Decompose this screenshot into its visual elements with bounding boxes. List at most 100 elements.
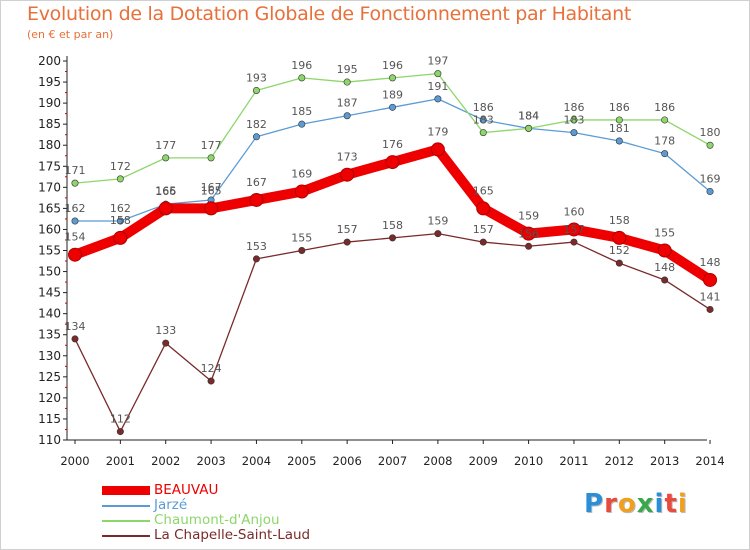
data-label-chaumont-d-anjou: 196 (291, 59, 312, 72)
data-point-beauvau (566, 222, 581, 237)
legend-item-la-chapelle-saint-laud: La Chapelle-Saint-Laud (102, 528, 310, 543)
x-tick-label: 2004 (242, 454, 271, 468)
data-label-la-chapelle-saint-laud: 157 (563, 223, 584, 236)
data-label-beauvau: 173 (337, 151, 358, 164)
y-tick-label: 145 (38, 286, 61, 300)
data-label-jarz: 166 (155, 185, 176, 198)
legend-swatch (102, 486, 150, 495)
data-label-beauvau: 159 (518, 210, 539, 223)
x-tick-label: 2012 (605, 454, 634, 468)
data-point-beauvau (249, 192, 264, 207)
proxiti-logo: Proxiti (584, 489, 688, 519)
data-point-chaumont-d-anjou (207, 154, 215, 162)
y-tick-label: 160 (38, 222, 61, 236)
logo-letter: x (636, 489, 655, 519)
data-point-chaumont-d-anjou (706, 141, 714, 149)
x-tick-label: 2008 (423, 454, 452, 468)
data-label-chaumont-d-anjou: 196 (382, 59, 403, 72)
data-label-jarz: 182 (246, 118, 267, 131)
data-label-la-chapelle-saint-laud: 112 (110, 413, 131, 426)
data-point-chaumont-d-anjou (162, 154, 170, 162)
data-point-chaumont-d-anjou (252, 86, 260, 94)
data-point-la-chapelle-saint-laud (298, 247, 306, 255)
data-label-beauvau: 165 (201, 184, 222, 197)
legend-swatch (102, 519, 150, 522)
legend: BEAUVAU Jarzé Chaumont-d'Anjou La Chapelle-… (102, 483, 310, 543)
data-point-jarz (116, 217, 124, 225)
y-tick-label: 125 (38, 370, 61, 384)
data-point-beauvau (158, 201, 173, 216)
data-label-chaumont-d-anjou: 186 (654, 101, 675, 114)
x-tick-label: 2009 (469, 454, 498, 468)
data-label-jarz: 183 (563, 114, 584, 127)
data-label-la-chapelle-saint-laud: 157 (473, 223, 494, 236)
x-tick-label: 2007 (378, 454, 407, 468)
data-point-chaumont-d-anjou (298, 74, 306, 82)
data-point-jarz (434, 95, 442, 103)
data-point-chaumont-d-anjou (434, 70, 442, 78)
y-tick-label: 175 (38, 159, 61, 173)
logo-letter: P (584, 489, 605, 519)
y-tick-label: 170 (38, 180, 61, 194)
x-tick-label: 2005 (287, 454, 316, 468)
data-point-beauvau (340, 167, 355, 182)
y-tick-label: 150 (38, 265, 61, 279)
data-label-jarz: 184 (518, 109, 539, 122)
data-label-chaumont-d-anjou: 177 (201, 139, 222, 152)
y-tick-label: 185 (38, 117, 61, 131)
data-point-chaumont-d-anjou (116, 175, 124, 183)
x-tick-label: 2010 (514, 454, 543, 468)
data-point-jarz (479, 116, 487, 124)
data-point-la-chapelle-saint-laud (661, 276, 669, 284)
data-point-jarz (343, 112, 351, 120)
legend-label: La Chapelle-Saint-Laud (154, 527, 311, 543)
data-point-chaumont-d-anjou (479, 129, 487, 137)
data-label-la-chapelle-saint-laud: 124 (201, 362, 222, 375)
data-point-la-chapelle-saint-laud (343, 238, 351, 246)
y-tick-label: 120 (38, 391, 61, 405)
data-point-la-chapelle-saint-laud (706, 305, 714, 313)
data-label-jarz: 185 (291, 105, 312, 118)
data-label-jarz: 169 (700, 173, 721, 186)
data-label-jarz: 167 (201, 181, 222, 194)
data-label-la-chapelle-saint-laud: 134 (65, 320, 86, 333)
data-label-la-chapelle-saint-laud: 156 (518, 227, 539, 240)
data-point-chaumont-d-anjou (71, 179, 79, 187)
data-point-jarz (706, 188, 714, 196)
y-tick-label: 155 (38, 244, 61, 258)
data-point-la-chapelle-saint-laud (479, 238, 487, 246)
data-label-jarz: 178 (654, 135, 675, 148)
legend-label: Jarzé (154, 497, 188, 513)
data-label-beauvau: 179 (427, 125, 448, 138)
data-label-beauvau: 154 (65, 231, 86, 244)
data-label-jarz: 187 (337, 97, 358, 110)
legend-item-beauvau: BEAUVAU (102, 483, 310, 498)
data-label-chaumont-d-anjou: 172 (110, 160, 131, 173)
logo-letter: r (604, 489, 618, 519)
y-tick-label: 195 (38, 75, 61, 89)
data-point-beauvau (204, 201, 219, 216)
legend-swatch (102, 534, 150, 537)
data-label-chaumont-d-anjou: 197 (427, 55, 448, 68)
data-label-jarz: 189 (382, 88, 403, 101)
x-tick-label: 2014 (695, 454, 724, 468)
data-point-beauvau (113, 230, 128, 245)
data-label-beauvau: 165 (473, 184, 494, 197)
y-tick-label: 140 (38, 307, 61, 321)
data-point-chaumont-d-anjou (343, 78, 351, 86)
data-label-la-chapelle-saint-laud: 158 (382, 219, 403, 232)
data-point-la-chapelle-saint-laud (389, 234, 397, 242)
logo-letter: o (617, 489, 637, 519)
legend-label: Chaumont-d'Anjou (154, 512, 280, 528)
data-point-jarz (298, 120, 306, 128)
data-label-beauvau: 155 (654, 227, 675, 240)
data-label-jarz: 162 (65, 202, 86, 215)
data-point-la-chapelle-saint-laud (434, 230, 442, 238)
logo-letter: t (664, 489, 678, 519)
data-label-beauvau: 165 (155, 184, 176, 197)
y-tick-label: 190 (38, 96, 61, 110)
data-point-la-chapelle-saint-laud (252, 255, 260, 263)
data-label-beauvau: 176 (382, 138, 403, 151)
